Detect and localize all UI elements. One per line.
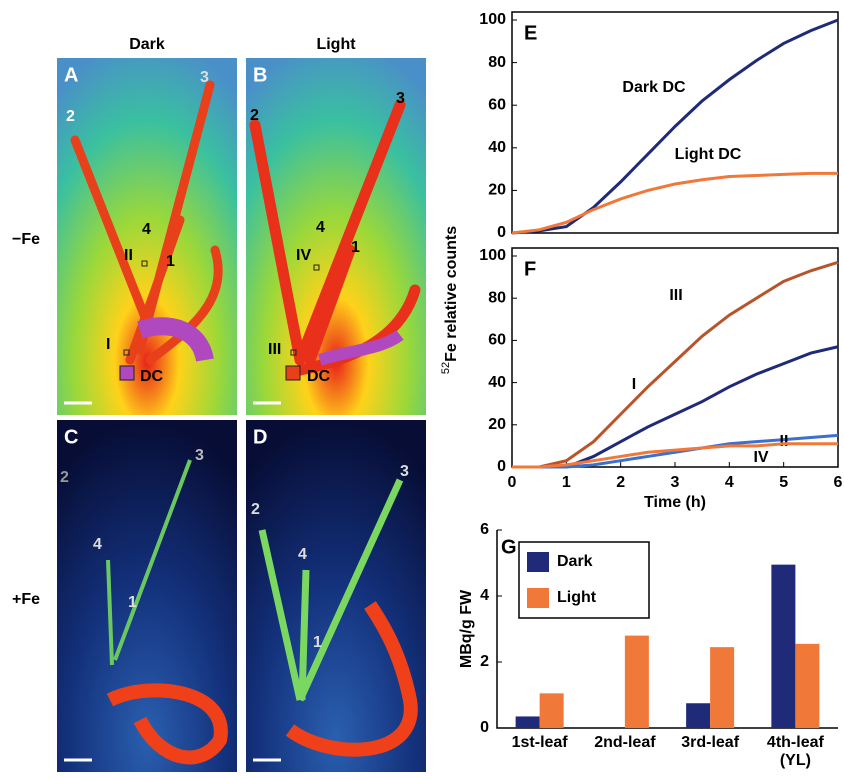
bar — [539, 693, 564, 728]
bar — [624, 635, 649, 728]
image-b — [246, 58, 426, 415]
x-tick-label: 6 — [834, 474, 843, 491]
y-tick-label: 40 — [488, 374, 506, 391]
leaf-label: 3 — [200, 69, 209, 86]
y-tick-label: 20 — [488, 182, 506, 199]
y-tick-label: 20 — [488, 416, 506, 433]
x-tick-label: 1st-leaf — [511, 734, 568, 751]
plot-frame — [511, 11, 839, 234]
image-d — [246, 420, 426, 772]
column-header: Light — [316, 36, 356, 53]
roi-label: DC — [140, 368, 164, 385]
column-header: Dark — [129, 36, 165, 53]
y-tick-label: 40 — [488, 139, 506, 156]
roi-label: IV — [296, 247, 311, 264]
x-tick-label: 4 — [725, 474, 734, 491]
leaf-label: 1 — [128, 594, 137, 611]
leaf-label: 2 — [250, 107, 259, 124]
series-label: Light DC — [675, 146, 742, 163]
panel-letter: F — [524, 258, 536, 280]
image-c — [57, 420, 237, 772]
series-label: IV — [753, 449, 768, 466]
bar — [515, 716, 540, 728]
panel-letter: G — [501, 536, 517, 558]
legend-swatch — [527, 552, 549, 572]
y-tick-label: 80 — [488, 54, 506, 71]
leaf-label: 3 — [400, 463, 409, 480]
y-tick-label: 4 — [480, 587, 489, 604]
leaf-label: 4 — [142, 221, 151, 238]
leaf-label: 4 — [316, 219, 325, 236]
x-tick-label: 4th-leaf (YL) — [766, 734, 824, 769]
x-axis-label: Time (h) — [644, 494, 706, 511]
y-tick-label: 0 — [497, 224, 506, 241]
data-line — [511, 18, 839, 235]
bar — [771, 564, 796, 728]
y-tick-label: 60 — [488, 332, 506, 349]
panel-letter: B — [253, 64, 267, 86]
row-label: −Fe — [12, 231, 40, 248]
leaf-label: 1 — [313, 634, 322, 651]
leaf-label: 2 — [60, 469, 69, 486]
x-tick-label: 3rd-leaf — [681, 734, 740, 751]
panel-letter: A — [64, 64, 78, 86]
bar — [795, 643, 820, 728]
leaf-label: 3 — [195, 447, 204, 464]
y-tick-label: 0 — [480, 719, 489, 736]
roi-label: III — [268, 341, 281, 358]
image-a — [57, 58, 237, 415]
row-label: +Fe — [12, 591, 40, 608]
data-line — [511, 171, 838, 235]
x-tick-label: 1 — [562, 474, 571, 491]
x-tick-label: 5 — [779, 474, 788, 491]
leaf-label: 2 — [66, 108, 75, 125]
bar — [710, 647, 735, 728]
roi-label: DC — [307, 368, 331, 385]
x-tick-label: 2nd-leaf — [594, 734, 656, 751]
y-tick-label: 6 — [480, 521, 489, 538]
y-axis-label: 52Fe relative counts — [440, 226, 460, 374]
leaf-label: 1 — [166, 253, 175, 270]
series-label: Dark DC — [622, 79, 686, 96]
legend-label: Light — [557, 589, 597, 606]
y-tick-label: 2 — [480, 653, 489, 670]
y-tick-label: 80 — [488, 289, 506, 306]
data-line — [512, 433, 839, 469]
leaf-label: 3 — [396, 90, 405, 107]
leaf-label: 1 — [351, 239, 360, 256]
plot-frame — [511, 247, 839, 468]
leaf-label: 4 — [298, 546, 307, 563]
y-axis-label-superscript: 52 — [440, 362, 452, 374]
y-tick-label: 100 — [479, 11, 506, 28]
series-label: III — [669, 287, 682, 304]
legend-swatch — [527, 588, 549, 608]
leaf-label: 2 — [251, 501, 260, 518]
y-tick-label: 100 — [479, 247, 506, 264]
x-tick-label: 0 — [508, 474, 517, 491]
x-tick-label: 3 — [671, 474, 680, 491]
y-axis-label-text: Fe relative counts — [443, 226, 460, 362]
panel-letter: C — [64, 426, 78, 448]
series-label: I — [632, 376, 636, 393]
leaf-label: 4 — [93, 536, 102, 553]
panel-letter: E — [524, 22, 537, 44]
data-line — [512, 442, 838, 469]
x-tick-label: 2 — [616, 474, 625, 491]
data-line — [512, 260, 839, 469]
roi-label: II — [124, 247, 133, 264]
y-axis-label: MBq/g FW — [458, 589, 475, 668]
y-tick-label: 60 — [488, 96, 506, 113]
legend-label: Dark — [557, 553, 593, 570]
y-tick-label: 0 — [497, 458, 506, 475]
bar — [686, 703, 711, 728]
roi-label: I — [106, 336, 110, 353]
series-label: II — [780, 433, 789, 450]
panel-letter: D — [253, 426, 267, 448]
